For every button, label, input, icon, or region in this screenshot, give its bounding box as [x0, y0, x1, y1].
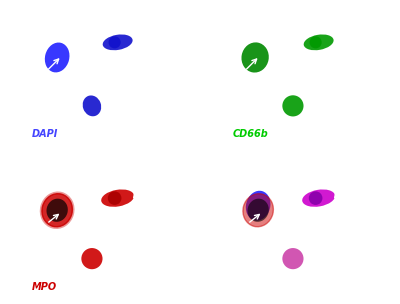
Ellipse shape — [310, 36, 322, 48]
Text: Overlay: Overlay — [232, 282, 275, 292]
Ellipse shape — [83, 95, 101, 116]
Ellipse shape — [46, 199, 68, 222]
Text: 20μm: 20μm — [340, 127, 360, 133]
Ellipse shape — [302, 189, 335, 207]
Ellipse shape — [282, 95, 304, 116]
Text: C: C — [30, 165, 39, 178]
Ellipse shape — [246, 191, 270, 221]
Ellipse shape — [248, 199, 269, 222]
Ellipse shape — [42, 194, 72, 227]
Ellipse shape — [282, 248, 304, 269]
Ellipse shape — [304, 34, 334, 50]
Ellipse shape — [101, 189, 134, 207]
Text: A: A — [30, 12, 40, 25]
Text: 20μm: 20μm — [340, 280, 360, 286]
Text: DAPI: DAPI — [32, 129, 58, 139]
Ellipse shape — [81, 248, 102, 269]
Ellipse shape — [309, 191, 322, 205]
Ellipse shape — [242, 42, 269, 73]
Text: 20μm: 20μm — [139, 280, 160, 286]
Ellipse shape — [45, 43, 70, 72]
Text: CD66b: CD66b — [232, 129, 268, 139]
Ellipse shape — [108, 36, 121, 48]
Text: D: D — [231, 165, 241, 178]
Ellipse shape — [108, 191, 122, 205]
Ellipse shape — [243, 194, 273, 227]
Ellipse shape — [103, 34, 133, 50]
Text: MPO: MPO — [32, 282, 56, 292]
Text: 20μm: 20μm — [139, 127, 160, 133]
Text: B: B — [231, 12, 240, 25]
